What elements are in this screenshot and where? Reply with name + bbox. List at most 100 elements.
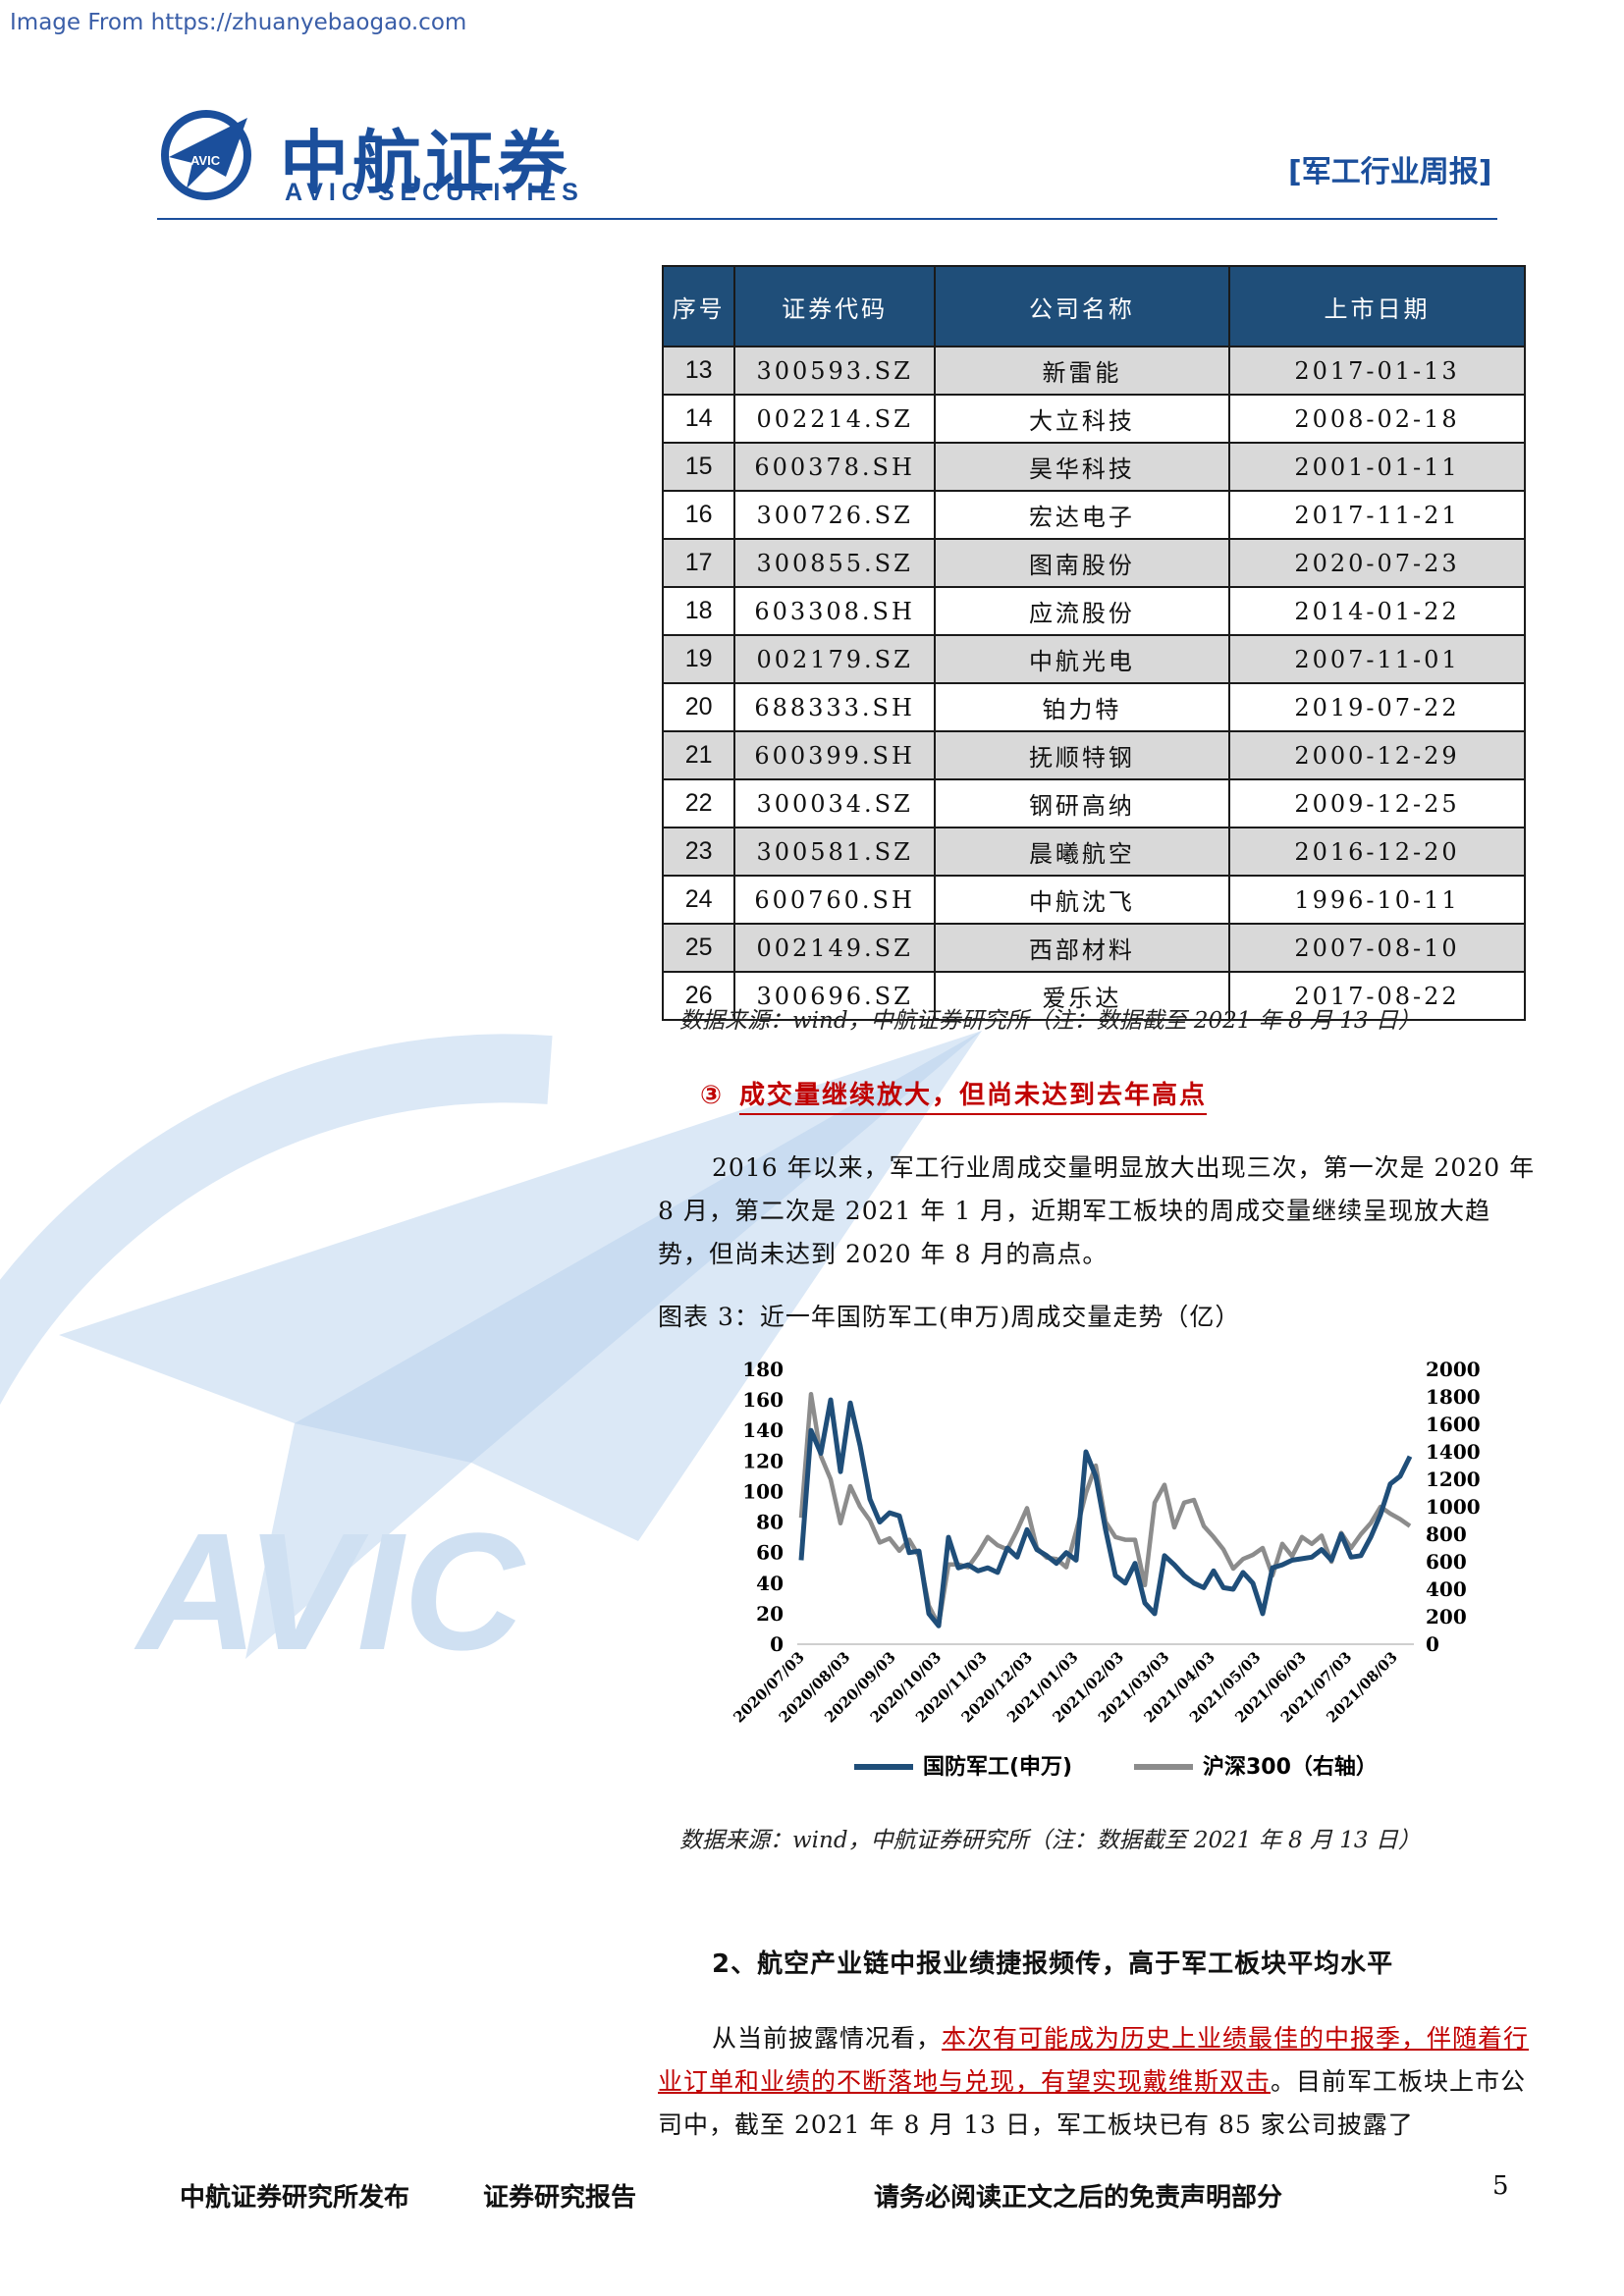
col-header-no: 序号	[661, 265, 736, 347]
cell-name: 中航光电	[933, 634, 1231, 684]
cell-no: 20	[661, 682, 736, 732]
sub-heading-volume: ③ 成交量继续放大，但尚未达到去年高点	[700, 1075, 1208, 1115]
table-row: 19 002179.SZ 中航光电 2007-11-01	[661, 634, 1526, 684]
table-header-row: 序号 证券代码 公司名称 上市日期	[661, 265, 1526, 347]
cell-name: 宏达电子	[933, 490, 1231, 540]
chart-source-note: 数据来源：wind，中航证券研究所（注：数据截至 2021 年 8 月 13 日…	[679, 1828, 1421, 1853]
legend-label-1: 沪深300（右轴）	[1203, 1754, 1378, 1780]
legend-label-0: 国防军工(申万)	[923, 1755, 1072, 1780]
table-row: 20 688333.SH 铂力特 2019-07-22	[661, 682, 1526, 732]
series-line-0	[798, 1397, 1413, 1629]
aviation-paragraph-highlight: 本次有可能成为历史上业绩最佳的中报季，伴随着行业订单和业绩的不断落地与兑现，有望…	[658, 2024, 1530, 2096]
cell-no: 22	[661, 778, 736, 828]
table-row: 25 002149.SZ 西部材料 2007-08-10	[661, 923, 1526, 973]
cell-name: 钢研高纳	[933, 778, 1231, 828]
cell-no: 18	[661, 586, 736, 636]
cell-date: 2017-08-22	[1228, 971, 1526, 1021]
sub-heading-marker: ③	[700, 1081, 723, 1110]
page-number: 5	[1492, 2171, 1509, 2201]
cell-date: 2008-02-18	[1228, 394, 1526, 444]
cell-name: 铂力特	[933, 682, 1231, 732]
y-left-tick-label: 20	[756, 1602, 784, 1626]
footer-disclaimer: 请务必阅读正文之后的免责声明部分	[874, 2183, 1283, 2213]
cell-code: 600760.SH	[733, 875, 936, 925]
volume-paragraph: 2016 年以来，军工行业周成交量明显放大出现三次，第一次是 2020 年 8 …	[658, 1153, 1536, 1268]
y-left-tick-label: 120	[742, 1449, 784, 1472]
cell-name: 图南股份	[933, 538, 1231, 588]
cell-code: 603308.SH	[733, 586, 936, 636]
cell-name: 新雷能	[933, 346, 1231, 396]
aviation-paragraph-rest: 。目前军工板块上市公司中，截至 2021 年 8 月 13 日，军工板块已有 8…	[658, 2067, 1527, 2139]
table-row: 13 300593.SZ 新雷能 2017-01-13	[661, 346, 1526, 396]
cell-no: 19	[661, 634, 736, 684]
brand-name-en: AVIC SECURITIES	[285, 179, 584, 206]
y-right-tick-label: 0	[1426, 1632, 1439, 1656]
cell-name: 应流股份	[933, 586, 1231, 636]
cell-date: 2019-07-22	[1228, 682, 1526, 732]
y-right-tick-label: 1600	[1426, 1413, 1481, 1436]
y-right-tick-label: 1400	[1426, 1440, 1481, 1464]
cell-no: 15	[661, 442, 736, 492]
cell-code: 688333.SH	[733, 682, 936, 732]
y-left-tick-label: 140	[742, 1418, 784, 1442]
cell-name: 大立科技	[933, 394, 1231, 444]
y-right-tick-label: 1200	[1426, 1468, 1481, 1491]
cell-date: 2007-11-01	[1228, 634, 1526, 684]
y-right-tick-label: 1800	[1426, 1385, 1481, 1409]
cell-no: 16	[661, 490, 736, 540]
y-left-tick-label: 80	[756, 1511, 784, 1534]
company-table: 序号 证券代码 公司名称 上市日期 13 300593.SZ 新雷能 2017-01-…	[661, 265, 1526, 1021]
avic-background-watermark: AVIC	[0, 1031, 982, 1685]
cell-name: 中航沈飞	[933, 875, 1231, 925]
cell-date: 2017-11-21	[1228, 490, 1526, 540]
cell-code: 002214.SZ	[733, 394, 936, 444]
table-row: 15 600378.SH 昊华科技 2001-01-11	[661, 442, 1526, 492]
figure-title: 图表 3：近一年国防军工(申万)周成交量走势（亿）	[658, 1303, 1241, 1331]
table-row: 17 300855.SZ 图南股份 2020-07-23	[661, 538, 1526, 588]
section-heading-aviation: 2、航空产业链中报业绩捷报频传，高于军工板块平均水平	[712, 1949, 1394, 1979]
col-header-code: 证券代码	[733, 265, 936, 347]
y-right-tick-label: 600	[1426, 1550, 1467, 1574]
cell-code: 300855.SZ	[733, 538, 936, 588]
header-divider	[157, 218, 1497, 220]
cell-no: 21	[661, 730, 736, 780]
table-source-note: 数据来源：wind，中航证券研究所（注：数据截至 2021 年 8 月 13 日…	[679, 1008, 1421, 1034]
y-left-tick-label: 0	[770, 1632, 784, 1656]
table-row: 16 300726.SZ 宏达电子 2017-11-21	[661, 490, 1526, 540]
cell-name: 昊华科技	[933, 442, 1231, 492]
y-left-tick-label: 40	[756, 1572, 784, 1595]
avic-logo-icon: AVIC	[161, 110, 251, 200]
cell-code: 600378.SH	[733, 442, 936, 492]
col-header-name: 公司名称	[933, 265, 1231, 347]
cell-code: 300034.SZ	[733, 778, 936, 828]
y-right-tick-label: 2000	[1426, 1358, 1481, 1381]
table-row: 24 600760.SH 中航沈飞 1996-10-11	[661, 875, 1526, 925]
cell-date: 2016-12-20	[1228, 827, 1526, 877]
report-type: [军工行业周报]	[1288, 155, 1492, 189]
footer-publisher: 中航证券研究所发布	[180, 2183, 410, 2213]
table-row: 14 002214.SZ 大立科技 2008-02-18	[661, 394, 1526, 444]
sub-heading-text: 成交量继续放大，但尚未达到去年高点	[739, 1081, 1208, 1115]
footer-report-kind: 证券研究报告	[483, 2183, 637, 2213]
table-row: 23 300581.SZ 晨曦航空 2016-12-20	[661, 827, 1526, 877]
cell-code: 002149.SZ	[733, 923, 936, 973]
y-right-tick-label: 1000	[1426, 1495, 1481, 1519]
cell-code: 600399.SH	[733, 730, 936, 780]
y-right-tick-label: 400	[1426, 1577, 1467, 1601]
cell-no: 24	[661, 875, 736, 925]
y-left-tick-label: 100	[742, 1479, 784, 1503]
aviation-paragraph-intro: 从当前披露情况看，	[712, 2024, 943, 2053]
cell-no: 26	[661, 971, 736, 1021]
cell-name: 爱乐达	[933, 971, 1231, 1021]
table-row: 21 600399.SH 抚顺特钢 2000-12-29	[661, 730, 1526, 780]
table-row: 18 603308.SH 应流股份 2014-01-22	[661, 586, 1526, 636]
cell-code: 300581.SZ	[733, 827, 936, 877]
cell-code: 002179.SZ	[733, 634, 936, 684]
watermark-avic-text: AVIC	[134, 1499, 526, 1685]
cell-code: 300726.SZ	[733, 490, 936, 540]
source-url-watermark: Image From https://zhuanyebaogao.com	[10, 10, 467, 35]
cell-no: 14	[661, 394, 736, 444]
logo-text: AVIC	[190, 153, 221, 168]
cell-date: 2020-07-23	[1228, 538, 1526, 588]
cell-no: 13	[661, 346, 736, 396]
